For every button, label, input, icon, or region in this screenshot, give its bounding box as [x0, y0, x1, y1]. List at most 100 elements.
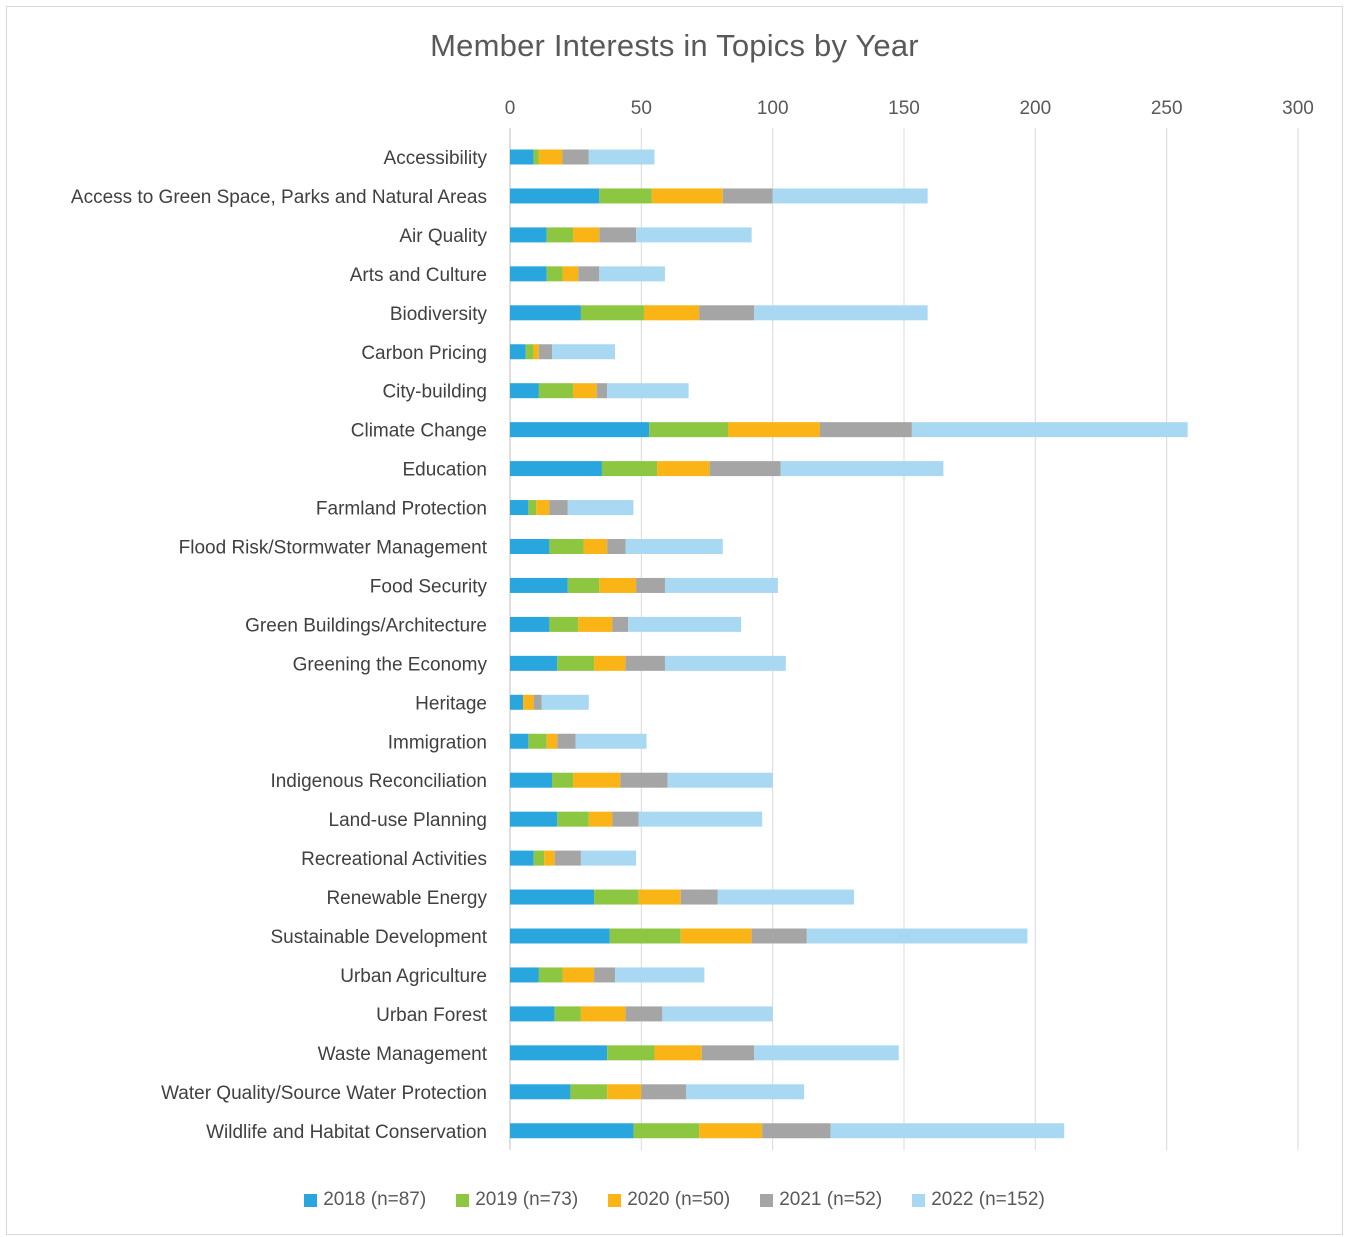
category-label: Waste Management [318, 1044, 488, 1065]
chart-title: Member Interests in Topics by Year [430, 28, 919, 63]
bar-segment [620, 772, 668, 788]
bar-segment [523, 694, 534, 710]
bar-segment [510, 1123, 634, 1139]
bar-segment [588, 149, 655, 165]
category-label: Wildlife and Habitat Conservation [206, 1122, 487, 1143]
bar-segment [552, 772, 574, 788]
bar-segment [580, 305, 644, 321]
x-tick-label: 200 [1019, 98, 1051, 119]
bar-segment [601, 461, 658, 477]
bar-segment [557, 811, 589, 827]
bar-segment [557, 655, 595, 671]
bar-segment [612, 811, 639, 827]
category-label: Renewable Energy [326, 888, 487, 909]
bar-segment [573, 383, 597, 399]
bar-segment [599, 266, 665, 282]
bar-segment [607, 1045, 655, 1061]
bar-segment [567, 500, 634, 516]
x-tick-label: 0 [505, 98, 516, 119]
category-label: Recreational Activities [301, 849, 487, 870]
bar-segment [510, 577, 568, 593]
x-tick-label: 250 [1151, 98, 1183, 119]
category-label: Food Security [370, 576, 488, 597]
bar-segment [510, 1006, 555, 1022]
bar-segment [607, 1084, 642, 1100]
category-label: Greening the Economy [293, 654, 488, 675]
category-label: Education [402, 460, 487, 481]
bar-segment [528, 733, 547, 749]
bar-segment [510, 149, 534, 165]
legend-label: 2019 (n=73) [475, 1189, 579, 1210]
bar-segment [772, 188, 928, 204]
bar-segment [549, 539, 584, 554]
bar-segment [562, 149, 589, 165]
bar-segment [588, 811, 613, 827]
bar-segment [533, 344, 539, 360]
x-tick-label: 100 [757, 98, 789, 119]
bar-segment [657, 461, 710, 477]
bar-segment [510, 772, 553, 788]
bar-segment [699, 1123, 763, 1139]
legend-label: 2021 (n=52) [779, 1189, 883, 1210]
bar-segment [599, 188, 652, 204]
bar-segment [762, 1123, 831, 1139]
category-label: Urban Forest [376, 1005, 488, 1026]
bar-segment [510, 655, 558, 671]
bar-segment [510, 928, 610, 944]
bar-segment [578, 616, 613, 632]
bar-segment [554, 1006, 581, 1022]
bar-segment [685, 1084, 805, 1100]
category-label: Air Quality [399, 226, 487, 247]
bar-segment [580, 850, 637, 866]
category-label: City-building [382, 382, 487, 403]
bar-segment [549, 500, 568, 516]
legend-item: 2019 (n=73) [456, 1189, 578, 1211]
category-label: Accessibility [384, 148, 488, 169]
category-label: Indigenous Reconciliation [270, 771, 487, 792]
category-label: Water Quality/Source Water Protection [161, 1083, 487, 1104]
bar-segment [594, 889, 639, 905]
legend-label: 2020 (n=50) [627, 1189, 731, 1210]
bar-segment [567, 577, 600, 593]
category-label: Heritage [415, 693, 487, 714]
bar-segment [609, 928, 681, 944]
legend-swatch [608, 1193, 622, 1207]
bar-segment [510, 811, 558, 827]
bar-segment [638, 811, 763, 827]
bar-segment [573, 772, 621, 788]
bar-segment [510, 305, 581, 321]
bar-segment [552, 344, 616, 360]
bar-segment [819, 422, 912, 438]
bar-segment [628, 616, 742, 632]
x-tick-label: 50 [631, 98, 652, 119]
bar-segment [510, 227, 547, 243]
category-label: Sustainable Development [270, 927, 487, 948]
bar-segment [830, 1123, 1065, 1139]
category-label: Farmland Protection [316, 499, 487, 520]
legend: 2018 (n=87) 2019 (n=73) 2020 (n=50) 2021 (n… [0, 1189, 1349, 1211]
bar-segment [649, 422, 729, 438]
bar-segment [751, 928, 807, 944]
x-tick-label: 300 [1282, 98, 1314, 119]
legend-swatch [912, 1193, 926, 1207]
bar-segment [728, 422, 820, 438]
bar-segment [533, 850, 545, 866]
bar-segment [510, 461, 602, 477]
bar-segment [780, 461, 944, 477]
bar-segment [562, 967, 595, 983]
bar-segment [546, 266, 563, 282]
bar-segment [538, 967, 563, 983]
bar-segment [573, 227, 600, 243]
bar-segment [636, 227, 752, 243]
bar-segment [538, 344, 553, 360]
bar-segment [580, 1006, 626, 1022]
bar-segment [717, 889, 855, 905]
bar-segment [510, 967, 539, 983]
legend-swatch [304, 1193, 318, 1207]
bar-segment [510, 694, 524, 710]
bar-segment [538, 149, 563, 165]
legend-item: 2022 (n=152) [912, 1189, 1045, 1211]
bar-segment [599, 577, 637, 593]
bar-segment [510, 266, 547, 282]
